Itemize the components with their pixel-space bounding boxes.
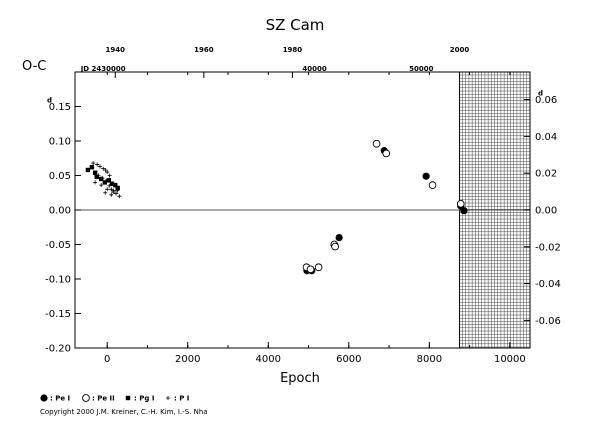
year-label: 1980: [283, 46, 303, 54]
chart-title: SZ Cam: [266, 16, 325, 34]
y-tick-label: 0.10: [49, 137, 71, 148]
y2-tick-label: 0.04: [535, 132, 557, 143]
x-tick-label: 2000: [175, 354, 200, 365]
year-label: 1940: [106, 46, 126, 54]
data-point: [95, 162, 100, 167]
y-tick-label: -0.05: [45, 240, 71, 251]
legend-marker: [40, 394, 48, 402]
data-point: [99, 183, 104, 188]
data-point: [92, 170, 98, 175]
x-tick-label: 0: [104, 354, 110, 365]
legend-label: : Pe II: [92, 395, 115, 403]
x-tick-label: 10000: [494, 354, 526, 365]
copyright-text: Copyright 2000 J.M. Kreiner, C.-H. Kim, …: [40, 408, 208, 416]
data-point: [331, 242, 339, 251]
data-point: [109, 192, 114, 197]
data-points: [85, 139, 468, 275]
data-point: [94, 174, 99, 180]
data-point: [115, 185, 120, 191]
x-tick-label: 6000: [336, 354, 361, 365]
y-tick-label: 0.15: [49, 102, 71, 113]
y-tick-label: 0.05: [49, 171, 71, 182]
data-point: [91, 161, 96, 166]
y-tick-label: 0.00: [49, 206, 71, 217]
data-point: [105, 170, 110, 175]
legend-marker: [82, 394, 90, 402]
data-point: [85, 167, 91, 173]
data-point: [106, 178, 112, 183]
jd-label: JD 2430000: [80, 65, 126, 73]
data-point: [372, 139, 381, 148]
y-tick-label: -0.20: [45, 344, 71, 355]
data-point: [113, 182, 118, 188]
y2-tick-label: 0.02: [535, 169, 557, 180]
legend-label: : Pg I: [134, 395, 154, 403]
data-point: [314, 263, 323, 272]
data-point: [104, 179, 109, 184]
legend-label: : Pe I: [50, 395, 70, 403]
data-point: [335, 234, 343, 242]
data-point: [382, 149, 391, 158]
x-tick-label: 8000: [417, 354, 442, 365]
data-point: [103, 167, 108, 172]
y-unit-superscript: d: [47, 97, 52, 105]
year-label: 2000: [450, 46, 470, 54]
y-tick-label: -0.15: [45, 309, 71, 320]
data-point: [114, 191, 119, 196]
data-point: [456, 199, 465, 208]
legend-label: : P I: [174, 395, 189, 403]
y2-unit-superscript: d: [538, 90, 543, 98]
legend: : Pe I : Pe II : Pg I : P I: [40, 394, 189, 403]
y2-tick-label: -0.02: [535, 242, 561, 253]
data-point: [422, 172, 430, 180]
axes: 0 2000 4000 6000 8000 10000 -0.20 -0.15 -0.10 -0.…: [45, 46, 561, 365]
data-point: [460, 207, 468, 215]
data-point: [101, 166, 106, 171]
data-point: [115, 188, 120, 193]
y2-tick-label: -0.06: [535, 316, 561, 327]
data-point: [98, 176, 104, 182]
data-point: [107, 183, 112, 188]
x-axis-label: Epoch: [280, 371, 320, 386]
y-axis-label: O-C: [22, 59, 46, 74]
data-point: [109, 187, 114, 192]
data-point: [428, 181, 437, 190]
data-point: [105, 187, 110, 192]
data-point: [107, 173, 112, 178]
data-point: [102, 180, 107, 185]
data-point: [89, 165, 95, 170]
data-point: [100, 176, 105, 181]
y-tick-label: -0.10: [45, 275, 71, 286]
data-point: [93, 180, 98, 185]
y2-tick-label: 0.06: [535, 95, 557, 106]
y2-tick-label: 0.00: [535, 206, 557, 217]
data-point: [111, 190, 116, 195]
data-point: [96, 173, 101, 178]
data-point: [103, 190, 108, 195]
data-point: [109, 181, 115, 186]
legend-marker: [166, 396, 170, 400]
jd-label: 50000: [409, 65, 433, 73]
legend-marker: [125, 395, 131, 401]
y2-tick-label: -0.04: [535, 279, 561, 290]
jd-label: 40000: [302, 65, 326, 73]
data-point: [117, 194, 122, 199]
data-point: [306, 265, 315, 274]
year-label: 1960: [194, 46, 214, 54]
x-tick-label: 4000: [256, 354, 281, 365]
data-point: [97, 164, 102, 169]
